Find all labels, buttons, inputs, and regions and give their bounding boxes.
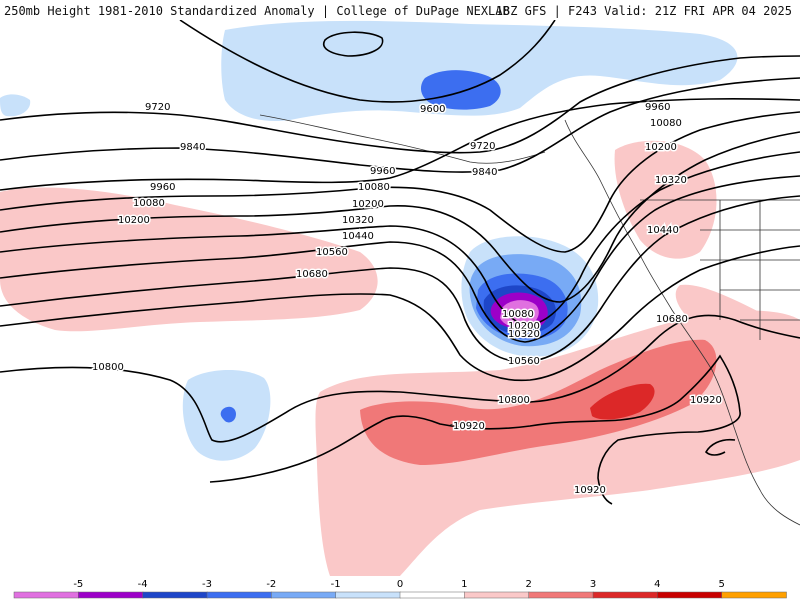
colorbar-bin	[399, 591, 466, 599]
contour-label: 10560	[316, 247, 348, 258]
colorbar-bin	[78, 591, 144, 599]
contour-9600	[179, 20, 556, 103]
contour-label: 9720	[470, 141, 495, 152]
colorbar-bin	[335, 591, 401, 599]
positive-anomaly-jet-max	[590, 383, 655, 420]
colorbar-tick-label: -4	[138, 579, 148, 590]
contour-label: 10320	[655, 175, 687, 186]
contour-label: 10200	[118, 215, 150, 226]
colorbar-tick-label: -3	[202, 579, 212, 590]
contour-9720	[0, 55, 800, 154]
contour-label: 10680	[296, 269, 328, 280]
contour-label: 10920	[453, 421, 485, 432]
colorbar-ticks: -5 -4 -3 -2 -1 0 1 2 3 4 5	[73, 579, 725, 590]
colorbar-bin	[721, 591, 787, 599]
contour-label: 9840	[472, 167, 497, 178]
map-title: 250mb Height 1981-2010 Standardized Anom…	[4, 4, 510, 18]
contour-label: 10440	[342, 231, 374, 242]
colorbar-tick-label: 3	[590, 579, 596, 590]
contour-10080	[0, 111, 800, 253]
map-header: 250mb Height 1981-2010 Standardized Anom…	[0, 0, 800, 20]
contour-label: 9720	[145, 102, 170, 113]
contour-label: 10080	[133, 198, 165, 209]
negative-anomaly-alaska	[221, 20, 738, 122]
contour-label: 10680	[656, 314, 688, 325]
colorbar-bins	[13, 591, 787, 599]
colorbar-bin	[13, 591, 80, 599]
colorbar-bin	[657, 591, 723, 599]
contour-label: 9840	[180, 142, 205, 153]
contour-9960	[0, 98, 800, 191]
colorbar-tick-label: 4	[654, 579, 660, 590]
colorbar-tick-label: 5	[718, 579, 724, 590]
positive-anomaly-west	[0, 187, 378, 332]
contour-label: 10200	[645, 142, 677, 153]
contour-10680	[0, 245, 800, 382]
contour-10920-west	[209, 354, 741, 505]
negative-anomaly-pacific-nw	[0, 94, 31, 117]
contour-label: 9960	[370, 166, 395, 177]
contour-10920-east	[705, 438, 736, 456]
colorbar-bin	[142, 591, 208, 599]
positive-anomaly-california	[675, 284, 797, 370]
contour-10320	[0, 151, 800, 326]
negative-anomaly-low-core	[500, 300, 539, 328]
negative-anomaly-alaska-core	[420, 70, 501, 110]
contour-label: 10320	[342, 215, 374, 226]
colorbar: -5 -4 -3 -2 -1 0 1 2 3 4 5	[13, 579, 787, 599]
colorbar-bin	[271, 591, 337, 599]
contour-10440	[0, 175, 800, 343]
contour-label: 10080	[650, 118, 682, 129]
colorbar-tick-label: 2	[525, 579, 531, 590]
colorbar-bin	[206, 591, 273, 599]
contour-10560	[0, 195, 800, 363]
contour-label: 10200	[352, 199, 384, 210]
colorbar-bin	[528, 591, 594, 599]
contour-label: 10080	[358, 182, 390, 193]
negative-anomaly-central-pacific-core	[220, 406, 236, 423]
colorbar-tick-label: -2	[266, 579, 276, 590]
contour-label: 10200	[508, 321, 540, 332]
contour-label: 10920	[690, 395, 722, 406]
anomaly-map: 9600 9720 9720 9840 9840 9960 9960 9960 …	[0, 20, 800, 576]
colorbar-tick-label: 1	[461, 579, 467, 590]
colorbar-tick-label: -1	[331, 579, 341, 590]
contour-label: 10320	[508, 329, 540, 340]
contour-label: 10800	[92, 362, 124, 373]
height-contours	[0, 20, 800, 505]
colorbar-tick-label: 0	[397, 579, 403, 590]
colorbar-bin	[592, 591, 659, 599]
coastlines	[259, 114, 800, 526]
anomaly-shading	[0, 20, 800, 576]
contour-label-layer: 9600 9720 9720 9840 9840 9960 9960 9960 …	[91, 101, 724, 498]
contour-label: 9960	[150, 182, 175, 193]
colorbar-bin	[464, 591, 530, 599]
contour-label: 10440	[647, 225, 679, 236]
contour-label: 10920	[574, 485, 606, 496]
contour-label: 10080	[502, 309, 534, 320]
contour-label: 10560	[508, 356, 540, 367]
contour-10800	[0, 314, 800, 443]
contour-9600-closed	[323, 31, 384, 57]
contour-label: 9600	[420, 104, 445, 115]
colorbar-tick-label: -5	[73, 579, 83, 590]
contour-label: 9960	[645, 102, 670, 113]
model-run-info: 18Z GFS | F243 Valid: 21Z FRI APR 04 202…	[495, 4, 792, 18]
contour-label: 10800	[498, 395, 530, 406]
positive-anomaly-jet-core	[360, 339, 717, 465]
contour-10200	[0, 131, 800, 303]
